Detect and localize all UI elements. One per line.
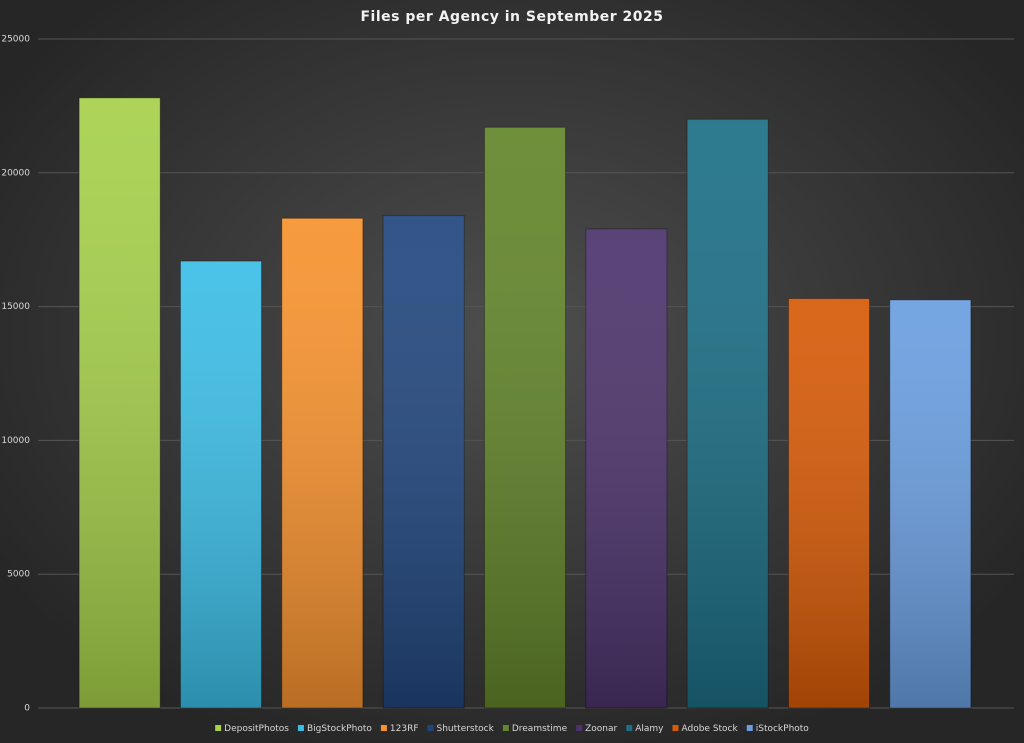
y-tick-label: 25000: [1, 35, 30, 45]
legend-swatch: [576, 725, 583, 731]
legend-label: Adobe Stock: [681, 724, 738, 734]
legend-swatch: [502, 725, 509, 731]
legend-swatch: [215, 725, 222, 731]
bar: [686, 118, 769, 709]
bar: [787, 298, 871, 709]
bar: [179, 260, 263, 709]
legend-label: Dreamstime: [512, 724, 568, 734]
legend-label: Zoonar: [585, 724, 617, 734]
chart-title: Files per Agency in September 2025: [360, 9, 663, 25]
bar: [78, 97, 161, 709]
bar: [483, 126, 567, 709]
legend-swatch: [672, 725, 679, 731]
legend-swatch: [380, 725, 387, 731]
y-tick-label: 10000: [1, 436, 30, 446]
bar: [382, 215, 465, 709]
legend-label: Alamy: [635, 724, 664, 734]
legend-label: iStockPhoto: [756, 724, 810, 734]
y-tick-label: 15000: [1, 302, 30, 312]
y-tick-label: 0: [24, 704, 30, 714]
y-tick-label: 5000: [7, 570, 30, 580]
legend-swatch: [746, 725, 753, 731]
legend-label: 123RF: [390, 724, 419, 734]
y-tick-label: 20000: [1, 168, 30, 178]
bar: [889, 299, 972, 709]
bar: [585, 228, 668, 709]
legend-label: DepositPhotos: [224, 724, 289, 734]
bar: [281, 217, 364, 709]
legend-swatch: [297, 725, 304, 731]
legend-label: BigStockPhoto: [307, 724, 372, 734]
legend-swatch: [427, 725, 434, 731]
legend-label: Shutterstock: [437, 724, 495, 734]
legend-swatch: [626, 725, 633, 731]
